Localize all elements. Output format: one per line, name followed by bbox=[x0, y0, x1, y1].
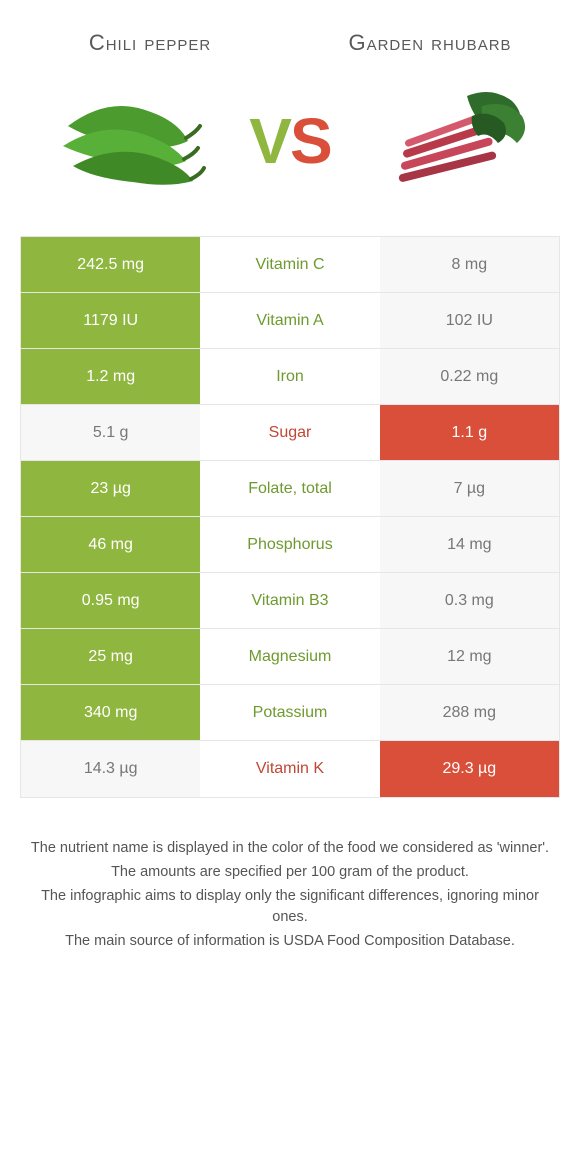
header: Chili pepper Garden rhubarb bbox=[0, 0, 580, 66]
footnote-line: The main source of information is USDA F… bbox=[30, 931, 550, 953]
value-left: 242.5 mg bbox=[21, 237, 200, 292]
value-left: 1.2 mg bbox=[21, 349, 200, 404]
footnotes: The nutrient name is displayed in the co… bbox=[30, 838, 550, 953]
nutrient-name: Phosphorus bbox=[200, 517, 379, 572]
value-left: 0.95 mg bbox=[21, 573, 200, 628]
value-right: 0.3 mg bbox=[380, 573, 559, 628]
value-left: 14.3 µg bbox=[21, 741, 200, 797]
chili-pepper-image bbox=[33, 76, 213, 206]
value-left: 25 mg bbox=[21, 629, 200, 684]
nutrient-name: Magnesium bbox=[200, 629, 379, 684]
nutrient-name: Iron bbox=[200, 349, 379, 404]
table-row: 46 mgPhosphorus14 mg bbox=[21, 517, 559, 573]
table-row: 1.2 mgIron0.22 mg bbox=[21, 349, 559, 405]
nutrient-name: Vitamin K bbox=[200, 741, 379, 797]
value-right: 14 mg bbox=[380, 517, 559, 572]
value-right: 29.3 µg bbox=[380, 741, 559, 797]
value-left: 46 mg bbox=[21, 517, 200, 572]
comparison-infographic: Chili pepper Garden rhubarb VS bbox=[0, 0, 580, 953]
food-title-left: Chili pepper bbox=[30, 30, 270, 56]
table-row: 340 mgPotassium288 mg bbox=[21, 685, 559, 741]
nutrient-name: Vitamin A bbox=[200, 293, 379, 348]
table-row: 1179 IUVitamin A102 IU bbox=[21, 293, 559, 349]
food-title-right: Garden rhubarb bbox=[310, 30, 550, 56]
nutrient-name: Potassium bbox=[200, 685, 379, 740]
footnote-line: The infographic aims to display only the… bbox=[30, 886, 550, 930]
hero-row: VS bbox=[0, 66, 580, 236]
table-row: 242.5 mgVitamin C8 mg bbox=[21, 237, 559, 293]
value-right: 102 IU bbox=[380, 293, 559, 348]
value-left: 1179 IU bbox=[21, 293, 200, 348]
value-right: 8 mg bbox=[380, 237, 559, 292]
table-row: 0.95 mgVitamin B30.3 mg bbox=[21, 573, 559, 629]
vs-label: VS bbox=[249, 104, 330, 178]
nutrient-name: Folate, total bbox=[200, 461, 379, 516]
value-left: 340 mg bbox=[21, 685, 200, 740]
table-row: 5.1 gSugar1.1 g bbox=[21, 405, 559, 461]
table-row: 23 µgFolate, total7 µg bbox=[21, 461, 559, 517]
rhubarb-image bbox=[367, 76, 547, 206]
vs-v: V bbox=[249, 105, 290, 177]
nutrient-name: Vitamin B3 bbox=[200, 573, 379, 628]
value-right: 0.22 mg bbox=[380, 349, 559, 404]
nutrient-table: 242.5 mgVitamin C8 mg1179 IUVitamin A102… bbox=[20, 236, 560, 798]
value-right: 1.1 g bbox=[380, 405, 559, 460]
value-right: 288 mg bbox=[380, 685, 559, 740]
nutrient-name: Sugar bbox=[200, 405, 379, 460]
table-row: 14.3 µgVitamin K29.3 µg bbox=[21, 741, 559, 797]
table-row: 25 mgMagnesium12 mg bbox=[21, 629, 559, 685]
footnote-line: The nutrient name is displayed in the co… bbox=[30, 838, 550, 860]
value-left: 23 µg bbox=[21, 461, 200, 516]
value-right: 7 µg bbox=[380, 461, 559, 516]
nutrient-name: Vitamin C bbox=[200, 237, 379, 292]
value-left: 5.1 g bbox=[21, 405, 200, 460]
footnote-line: The amounts are specified per 100 gram o… bbox=[30, 862, 550, 884]
vs-s: S bbox=[290, 105, 331, 177]
value-right: 12 mg bbox=[380, 629, 559, 684]
